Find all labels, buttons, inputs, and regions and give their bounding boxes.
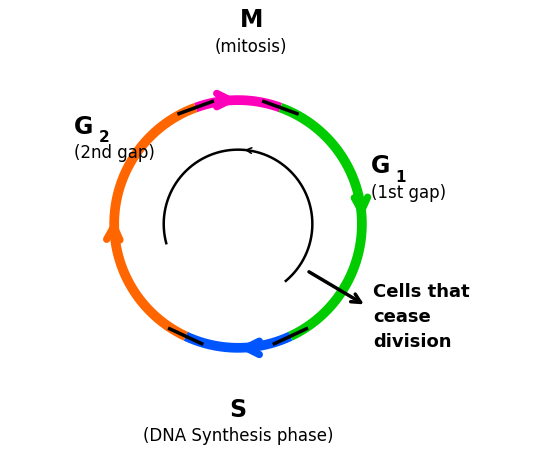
Text: (mitosis): (mitosis) — [215, 38, 287, 56]
Text: Cells that
cease
division: Cells that cease division — [373, 283, 470, 351]
Text: M: M — [239, 9, 263, 32]
Text: (1st gap): (1st gap) — [371, 184, 446, 202]
Text: 1: 1 — [395, 170, 406, 185]
Text: S: S — [230, 398, 246, 422]
Text: 2: 2 — [98, 130, 109, 145]
Text: (DNA Synthesis phase): (DNA Synthesis phase) — [143, 428, 333, 446]
Text: G: G — [371, 154, 390, 179]
Text: (2nd gap): (2nd gap) — [74, 144, 155, 162]
Text: G: G — [74, 115, 94, 139]
